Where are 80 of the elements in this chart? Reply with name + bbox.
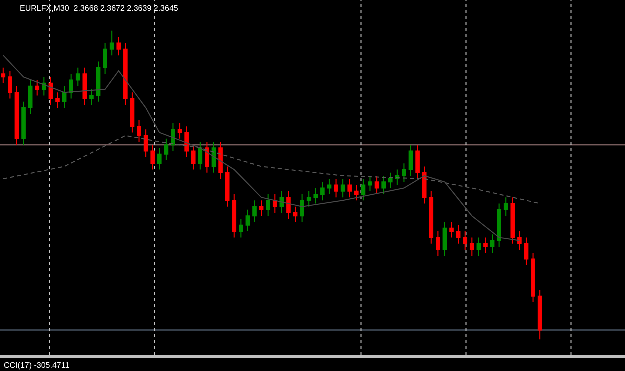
candlestick xyxy=(150,144,156,170)
candlestick xyxy=(300,194,304,223)
candlestick xyxy=(96,61,101,102)
candlestick xyxy=(382,175,386,195)
candlestick xyxy=(178,122,182,140)
candlestick xyxy=(306,190,312,208)
candlestick xyxy=(272,194,278,214)
candlestick xyxy=(259,200,264,217)
candlestick xyxy=(280,190,284,214)
candlestick xyxy=(76,67,80,87)
candlestick xyxy=(191,144,196,170)
candlestick xyxy=(69,74,74,100)
candlestick xyxy=(110,30,114,56)
candlestick xyxy=(354,184,359,202)
candlestick xyxy=(103,42,108,75)
candlestick xyxy=(246,209,250,232)
candlestick xyxy=(239,218,244,238)
candlestick xyxy=(531,252,536,304)
candlestick xyxy=(484,237,488,254)
candlestick xyxy=(510,197,516,244)
candlestick xyxy=(320,182,325,202)
candlestick xyxy=(28,80,33,115)
candlestick xyxy=(8,70,12,100)
candlestick xyxy=(416,144,420,180)
candlestick xyxy=(348,178,352,198)
candlestick xyxy=(408,144,414,176)
candlestick xyxy=(130,92,135,134)
candlestick xyxy=(171,122,176,152)
candlestick xyxy=(422,166,427,204)
candlestick xyxy=(504,197,508,217)
text: CCI(17) -305.4711 xyxy=(4,361,70,370)
candlestick xyxy=(436,231,440,257)
candlestick xyxy=(388,172,393,189)
candlestick xyxy=(402,163,406,183)
candlestick xyxy=(56,92,60,109)
candlestick xyxy=(450,222,454,238)
candlestick xyxy=(470,237,474,257)
candlestick xyxy=(144,129,148,158)
candlestick xyxy=(463,231,468,251)
candlestick xyxy=(490,234,495,254)
candlestick xyxy=(368,175,372,192)
candlestick xyxy=(266,194,271,217)
candlestick xyxy=(538,290,542,340)
candlestick xyxy=(14,86,20,146)
candlestick xyxy=(1,67,6,84)
candlestick xyxy=(35,80,40,96)
candlestick xyxy=(62,86,67,109)
candlestick xyxy=(232,194,237,238)
candlestick xyxy=(524,237,529,266)
candlestick xyxy=(116,36,122,56)
candlestick xyxy=(293,206,298,223)
candlestick xyxy=(164,138,169,162)
candlestick xyxy=(429,190,434,244)
candlestick xyxy=(205,142,210,174)
candlestick xyxy=(212,142,216,174)
candlestick xyxy=(157,148,162,170)
candlestick xyxy=(361,178,366,202)
candlestick xyxy=(374,175,380,195)
candlestick xyxy=(442,222,448,257)
candlestick xyxy=(22,101,26,146)
candlestick xyxy=(476,237,482,257)
candlestick xyxy=(48,76,54,106)
candlestick xyxy=(252,200,257,223)
candlestick xyxy=(340,178,346,198)
candlestick xyxy=(286,190,291,220)
candlestick xyxy=(124,42,128,106)
candlestick xyxy=(90,89,94,106)
chart-title: EURLFX,M30 2.3668 2.3672 2.3639 2.3645 xyxy=(20,4,179,13)
candlestick xyxy=(82,67,88,106)
candlestick xyxy=(334,178,338,198)
candlestick xyxy=(314,188,318,204)
candlestick xyxy=(137,120,142,142)
candlestick xyxy=(198,142,203,170)
candlestick xyxy=(456,224,461,244)
candlestick xyxy=(497,203,502,248)
candlestick xyxy=(327,178,332,195)
candlestick xyxy=(225,166,230,208)
candlestick xyxy=(218,142,223,180)
candlestick xyxy=(518,231,522,251)
candlestick xyxy=(184,126,189,158)
